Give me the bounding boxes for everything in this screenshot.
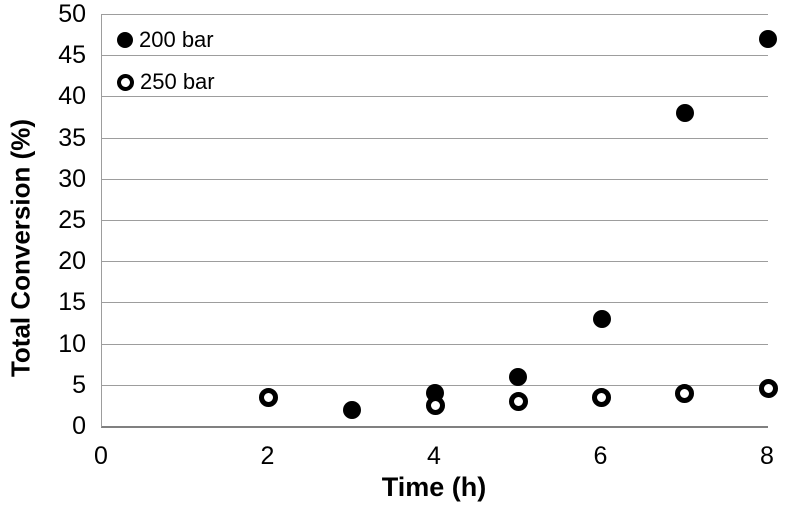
data-point-250-bar-x7 xyxy=(675,383,695,403)
y-tick-label-25: 25 xyxy=(58,206,86,234)
y-tick-label-30: 30 xyxy=(58,164,86,193)
gridline-y-45 xyxy=(102,55,768,57)
x-tick-label-8: 8 xyxy=(760,442,774,470)
data-point-250-bar-x4 xyxy=(425,395,445,415)
data-point-250-bar-x8 xyxy=(758,379,778,399)
legend-entry-250-bar: 250 bar xyxy=(117,68,215,96)
data-point-250-bar-x2 xyxy=(259,387,278,407)
gridline-y-15 xyxy=(102,302,768,304)
gridline-y-25 xyxy=(102,220,768,221)
y-tick-label-45: 45 xyxy=(58,41,86,70)
gridline-y-10 xyxy=(102,343,768,345)
gridline-y-30 xyxy=(102,178,768,180)
open-circle-icon xyxy=(117,73,134,91)
data-point-200-bar-x6 xyxy=(592,309,611,328)
y-tick-label-10: 10 xyxy=(58,329,86,358)
gridline-y-50 xyxy=(102,14,768,15)
y-tick-label-50: 50 xyxy=(58,0,86,28)
y-tick-label-40: 40 xyxy=(58,82,86,111)
x-tick-label-2: 2 xyxy=(260,442,275,470)
legend-entry-200-bar: 200 bar xyxy=(117,26,215,54)
filled-circle-icon xyxy=(117,32,133,48)
legend-label: 200 bar xyxy=(139,27,214,52)
data-point-200-bar-x7 xyxy=(675,103,694,122)
data-point-200-bar-x8 xyxy=(759,29,777,48)
gridline-y-20 xyxy=(102,261,768,263)
legend-label: 250 bar xyxy=(140,69,215,94)
x-tick-label-6: 6 xyxy=(593,442,608,470)
x-axis-title: Time (h) xyxy=(381,472,487,502)
y-tick-label-0: 0 xyxy=(72,412,86,440)
y-tick-label-5: 5 xyxy=(72,370,86,399)
x-tick-label-0: 0 xyxy=(94,442,108,470)
gridline-y-40 xyxy=(102,96,768,98)
data-point-200-bar-x5 xyxy=(509,367,528,386)
data-point-250-bar-x6 xyxy=(592,387,611,407)
y-tick-label-15: 15 xyxy=(58,288,86,317)
plot-area xyxy=(101,14,778,428)
y-tick-label-20: 20 xyxy=(58,247,86,276)
gridline-y-35 xyxy=(102,137,768,139)
data-point-200-bar-x3 xyxy=(342,400,361,419)
x-tick-label-4: 4 xyxy=(427,442,441,470)
data-point-250-bar-x5 xyxy=(508,391,528,411)
y-tick-label-35: 35 xyxy=(58,123,86,152)
legend: 200 bar 250 bar xyxy=(117,26,215,96)
